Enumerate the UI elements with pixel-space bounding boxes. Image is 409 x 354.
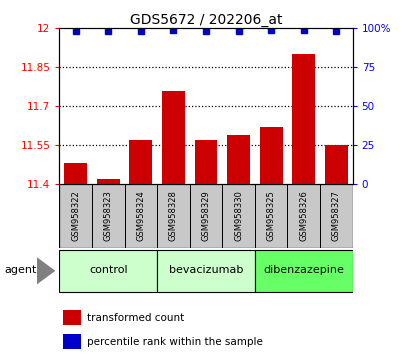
- Bar: [254, 250, 352, 292]
- Text: GSM958327: GSM958327: [331, 190, 340, 241]
- Text: GSM958328: GSM958328: [169, 190, 178, 241]
- Title: GDS5672 / 202206_at: GDS5672 / 202206_at: [130, 13, 281, 27]
- Text: dibenzazepine: dibenzazepine: [263, 265, 343, 275]
- Text: GSM958322: GSM958322: [71, 190, 80, 241]
- Bar: [227, 135, 249, 184]
- Text: agent: agent: [4, 265, 36, 275]
- Text: GSM958330: GSM958330: [234, 190, 243, 241]
- Text: GSM958325: GSM958325: [266, 190, 275, 241]
- Bar: [292, 54, 315, 184]
- Text: percentile rank within the sample: percentile rank within the sample: [87, 337, 263, 347]
- Bar: [97, 179, 119, 184]
- Text: GSM958326: GSM958326: [299, 190, 308, 241]
- Bar: [157, 250, 254, 292]
- Bar: [189, 184, 222, 248]
- Bar: [162, 91, 184, 184]
- Bar: [222, 184, 254, 248]
- Bar: [59, 184, 92, 248]
- Bar: [254, 184, 287, 248]
- Text: GSM958324: GSM958324: [136, 190, 145, 241]
- Polygon shape: [37, 257, 55, 285]
- Bar: [319, 184, 352, 248]
- Bar: [287, 184, 319, 248]
- Text: control: control: [89, 265, 127, 275]
- Bar: [92, 184, 124, 248]
- Bar: [259, 127, 282, 184]
- Text: GSM958323: GSM958323: [103, 190, 112, 241]
- Bar: [129, 140, 152, 184]
- Bar: [59, 250, 157, 292]
- Text: transformed count: transformed count: [87, 313, 184, 323]
- Bar: [157, 184, 189, 248]
- Bar: [63, 310, 81, 325]
- Bar: [324, 145, 347, 184]
- Text: GSM958329: GSM958329: [201, 190, 210, 241]
- Bar: [63, 334, 81, 349]
- Text: bevacizumab: bevacizumab: [169, 265, 243, 275]
- Bar: [64, 163, 87, 184]
- Bar: [194, 140, 217, 184]
- Bar: [124, 184, 157, 248]
